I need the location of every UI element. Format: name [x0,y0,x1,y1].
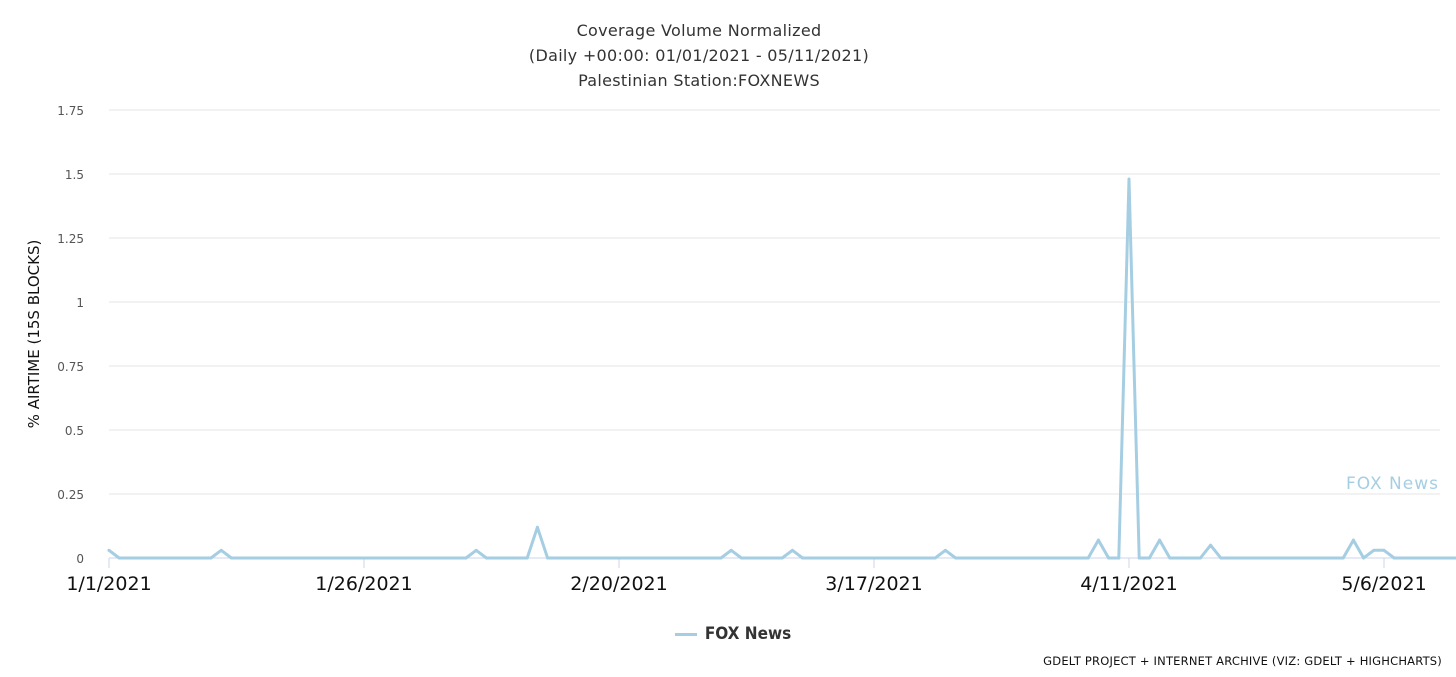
data-point[interactable] [943,548,947,552]
legend-swatch [674,632,697,636]
data-point[interactable] [1382,548,1386,552]
y-tick-label: 1.25 [57,232,84,246]
y-axis-ticks: 0 0.25 0.5 0.75 1 1.25 1.5 1.75 [57,104,84,566]
data-point[interactable] [474,548,478,552]
y-tick-label: 1.5 [65,168,84,182]
data-point[interactable] [729,548,733,552]
data-point[interactable] [1341,556,1345,560]
y-tick-label: 0.5 [65,424,84,438]
data-point[interactable] [739,556,743,560]
series-end-label: FOX News [1346,474,1439,494]
data-point[interactable] [1198,556,1202,560]
data-point[interactable] [1362,556,1366,560]
data-point[interactable] [1117,556,1121,560]
x-tick-label: 3/17/2021 [825,573,922,595]
title-line-3: Palestinian Station:FOXNEWS [578,71,820,90]
data-point[interactable] [1392,556,1396,560]
x-tick-label: 4/11/2021 [1080,573,1177,595]
y-tick-label: 1 [76,296,84,310]
series-group: FOX News [107,177,1456,560]
data-point[interactable] [1137,556,1141,560]
y-tick-label: 0 [76,552,84,566]
credits[interactable]: GDELT PROJECT + INTERNET ARCHIVE (VIZ: G… [1043,654,1442,668]
data-point[interactable] [546,556,550,560]
data-point[interactable] [1127,177,1131,181]
title-line-1: Coverage Volume Normalized [576,21,822,40]
data-point[interactable] [535,525,539,529]
series-line[interactable] [107,177,1456,560]
y-tick-label: 0.25 [57,488,84,502]
data-point[interactable] [1372,548,1376,552]
data-point[interactable] [801,556,805,560]
data-point[interactable] [1168,556,1172,560]
data-point[interactable] [933,556,937,560]
y-tick-label: 1.75 [57,104,84,118]
x-axis: 1/1/2021 1/26/2021 2/20/2021 3/17/2021 4/11/… [66,557,1440,595]
data-point[interactable] [780,556,784,560]
data-point[interactable] [1107,556,1111,560]
data-point[interactable] [464,556,468,560]
data-point[interactable] [1351,538,1355,542]
data-point[interactable] [117,556,121,560]
data-point[interactable] [1147,556,1151,560]
data-point[interactable] [954,556,958,560]
data-point[interactable] [219,548,223,552]
x-tick-label: 5/6/2021 [1341,573,1426,595]
data-point[interactable] [719,556,723,560]
x-tick-label: 2/20/2021 [570,573,667,595]
data-point[interactable] [1219,556,1223,560]
data-point[interactable] [790,548,794,552]
chart-title: Coverage Volume Normalized (Daily +00:00… [0,18,1398,93]
data-point[interactable] [229,556,233,560]
data-point[interactable] [1096,538,1100,542]
x-tick-label: 1/1/2021 [66,573,151,595]
legend-item-label[interactable]: FOX News [704,624,792,644]
data-point[interactable] [525,556,529,560]
data-point[interactable] [484,556,488,560]
data-point[interactable] [1158,538,1162,542]
data-point[interactable] [107,548,111,552]
title-line-2: (Daily +00:00: 01/01/2021 - 05/11/2021) [528,46,870,65]
legend[interactable]: FOX News [0,624,1456,644]
x-tick-label: 1/26/2021 [315,573,412,595]
data-point[interactable] [1086,556,1090,560]
data-point[interactable] [209,556,213,560]
data-point[interactable] [1209,543,1213,547]
gridlines [109,109,1440,559]
y-tick-label: 0.75 [57,360,84,374]
